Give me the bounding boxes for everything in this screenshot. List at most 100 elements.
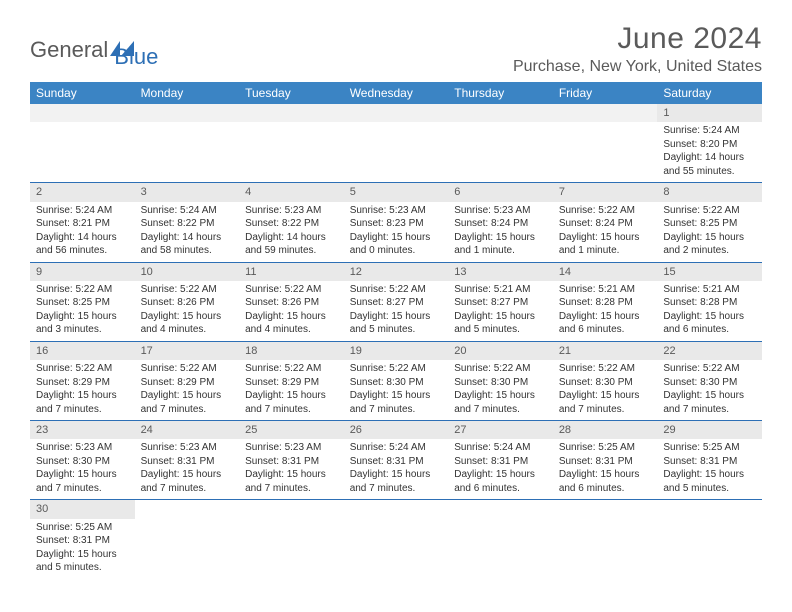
day-details: Sunrise: 5:22 AMSunset: 8:25 PMDaylight:… (30, 281, 135, 341)
day-details: Sunrise: 5:25 AMSunset: 8:31 PMDaylight:… (30, 519, 135, 579)
day-number-empty (448, 500, 553, 518)
daylight-text: Daylight: 15 hours and 7 minutes. (141, 389, 234, 416)
day-details: Sunrise: 5:22 AMSunset: 8:30 PMDaylight:… (344, 360, 449, 420)
calendar-cell: 10Sunrise: 5:22 AMSunset: 8:26 PMDayligh… (135, 262, 240, 341)
sunset-text: Sunset: 8:29 PM (245, 376, 338, 390)
sunrise-text: Sunrise: 5:22 AM (663, 362, 756, 376)
calendar-cell: 5Sunrise: 5:23 AMSunset: 8:23 PMDaylight… (344, 183, 449, 262)
sunset-text: Sunset: 8:30 PM (454, 376, 547, 390)
daylight-text: Daylight: 15 hours and 6 minutes. (663, 310, 756, 337)
day-number: 3 (135, 183, 240, 201)
day-details: Sunrise: 5:23 AMSunset: 8:22 PMDaylight:… (239, 202, 344, 262)
calendar-row: 2Sunrise: 5:24 AMSunset: 8:21 PMDaylight… (30, 183, 762, 262)
day-details: Sunrise: 5:22 AMSunset: 8:26 PMDaylight:… (135, 281, 240, 341)
sunrise-text: Sunrise: 5:25 AM (663, 441, 756, 455)
calendar-cell: 28Sunrise: 5:25 AMSunset: 8:31 PMDayligh… (553, 421, 658, 500)
day-number: 26 (344, 421, 449, 439)
calendar-cell-empty (30, 104, 135, 183)
day-number: 12 (344, 263, 449, 281)
daylight-text: Daylight: 15 hours and 1 minute. (454, 231, 547, 258)
day-number: 10 (135, 263, 240, 281)
sunrise-text: Sunrise: 5:22 AM (141, 283, 234, 297)
sunset-text: Sunset: 8:20 PM (663, 138, 756, 152)
calendar-cell: 13Sunrise: 5:21 AMSunset: 8:27 PMDayligh… (448, 262, 553, 341)
calendar-cell-empty (448, 500, 553, 579)
sunrise-text: Sunrise: 5:23 AM (245, 204, 338, 218)
day-details: Sunrise: 5:22 AMSunset: 8:29 PMDaylight:… (30, 360, 135, 420)
sunrise-text: Sunrise: 5:24 AM (141, 204, 234, 218)
calendar-cell: 22Sunrise: 5:22 AMSunset: 8:30 PMDayligh… (657, 341, 762, 420)
sunset-text: Sunset: 8:31 PM (350, 455, 443, 469)
calendar-cell-empty (553, 104, 658, 183)
calendar-cell: 23Sunrise: 5:23 AMSunset: 8:30 PMDayligh… (30, 421, 135, 500)
day-number-empty (553, 500, 658, 518)
sunset-text: Sunset: 8:23 PM (350, 217, 443, 231)
day-details: Sunrise: 5:23 AMSunset: 8:31 PMDaylight:… (135, 439, 240, 499)
sunset-text: Sunset: 8:24 PM (454, 217, 547, 231)
calendar-row: 9Sunrise: 5:22 AMSunset: 8:25 PMDaylight… (30, 262, 762, 341)
sunset-text: Sunset: 8:30 PM (663, 376, 756, 390)
sunrise-text: Sunrise: 5:24 AM (454, 441, 547, 455)
daylight-text: Daylight: 15 hours and 7 minutes. (559, 389, 652, 416)
calendar-cell-empty (239, 500, 344, 579)
daylight-text: Daylight: 14 hours and 55 minutes. (663, 151, 756, 178)
day-details: Sunrise: 5:22 AMSunset: 8:30 PMDaylight:… (448, 360, 553, 420)
day-details: Sunrise: 5:22 AMSunset: 8:24 PMDaylight:… (553, 202, 658, 262)
sunset-text: Sunset: 8:27 PM (454, 296, 547, 310)
sunset-text: Sunset: 8:31 PM (663, 455, 756, 469)
calendar-cell: 20Sunrise: 5:22 AMSunset: 8:30 PMDayligh… (448, 341, 553, 420)
calendar-cell-empty (135, 500, 240, 579)
day-details: Sunrise: 5:21 AMSunset: 8:27 PMDaylight:… (448, 281, 553, 341)
calendar-cell: 15Sunrise: 5:21 AMSunset: 8:28 PMDayligh… (657, 262, 762, 341)
sunrise-text: Sunrise: 5:22 AM (36, 362, 129, 376)
calendar-cell: 14Sunrise: 5:21 AMSunset: 8:28 PMDayligh… (553, 262, 658, 341)
sunset-text: Sunset: 8:29 PM (36, 376, 129, 390)
daylight-text: Daylight: 15 hours and 7 minutes. (245, 468, 338, 495)
sunset-text: Sunset: 8:30 PM (36, 455, 129, 469)
day-details: Sunrise: 5:25 AMSunset: 8:31 PMDaylight:… (657, 439, 762, 499)
sunrise-text: Sunrise: 5:23 AM (141, 441, 234, 455)
sunset-text: Sunset: 8:28 PM (663, 296, 756, 310)
daylight-text: Daylight: 15 hours and 7 minutes. (454, 389, 547, 416)
weekday-header: Friday (553, 82, 658, 104)
calendar-cell: 21Sunrise: 5:22 AMSunset: 8:30 PMDayligh… (553, 341, 658, 420)
calendar-cell: 26Sunrise: 5:24 AMSunset: 8:31 PMDayligh… (344, 421, 449, 500)
daylight-text: Daylight: 15 hours and 6 minutes. (454, 468, 547, 495)
day-number-empty (553, 104, 658, 122)
day-number: 7 (553, 183, 658, 201)
sunrise-text: Sunrise: 5:23 AM (350, 204, 443, 218)
logo-text-2: Blue (114, 44, 158, 69)
day-number: 6 (448, 183, 553, 201)
calendar-cell-empty (135, 104, 240, 183)
day-number: 5 (344, 183, 449, 201)
day-details: Sunrise: 5:23 AMSunset: 8:24 PMDaylight:… (448, 202, 553, 262)
day-number-empty (344, 500, 449, 518)
calendar-cell: 4Sunrise: 5:23 AMSunset: 8:22 PMDaylight… (239, 183, 344, 262)
day-number: 11 (239, 263, 344, 281)
location: Purchase, New York, United States (513, 58, 762, 76)
day-number: 24 (135, 421, 240, 439)
day-number: 19 (344, 342, 449, 360)
sunrise-text: Sunrise: 5:23 AM (36, 441, 129, 455)
day-number: 17 (135, 342, 240, 360)
weekday-header: Thursday (448, 82, 553, 104)
sunset-text: Sunset: 8:31 PM (559, 455, 652, 469)
day-number: 1 (657, 104, 762, 122)
day-number-empty (135, 500, 240, 518)
sunset-text: Sunset: 8:31 PM (454, 455, 547, 469)
weekday-header: Tuesday (239, 82, 344, 104)
calendar-row: 30Sunrise: 5:25 AMSunset: 8:31 PMDayligh… (30, 500, 762, 579)
sunset-text: Sunset: 8:28 PM (559, 296, 652, 310)
calendar-cell: 9Sunrise: 5:22 AMSunset: 8:25 PMDaylight… (30, 262, 135, 341)
calendar-cell: 6Sunrise: 5:23 AMSunset: 8:24 PMDaylight… (448, 183, 553, 262)
daylight-text: Daylight: 15 hours and 5 minutes. (36, 548, 129, 575)
sunrise-text: Sunrise: 5:22 AM (350, 283, 443, 297)
day-details: Sunrise: 5:23 AMSunset: 8:23 PMDaylight:… (344, 202, 449, 262)
day-number: 16 (30, 342, 135, 360)
day-details: Sunrise: 5:22 AMSunset: 8:29 PMDaylight:… (239, 360, 344, 420)
daylight-text: Daylight: 15 hours and 7 minutes. (141, 468, 234, 495)
sunset-text: Sunset: 8:30 PM (559, 376, 652, 390)
sunset-text: Sunset: 8:22 PM (141, 217, 234, 231)
day-number: 14 (553, 263, 658, 281)
logo-text-1: General (30, 37, 108, 63)
